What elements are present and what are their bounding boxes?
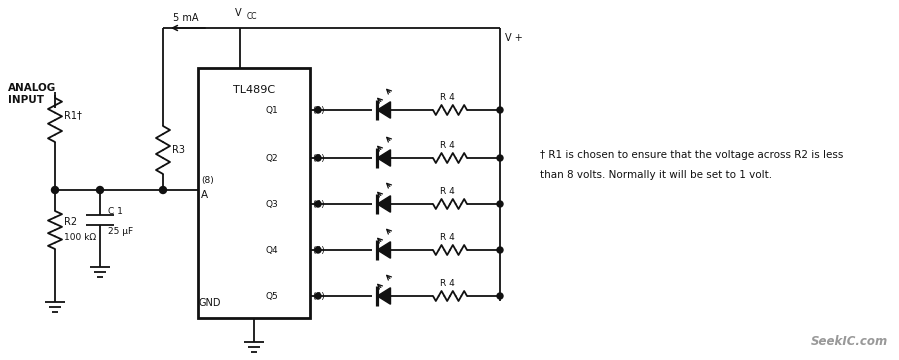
Text: † R1 is chosen to ensure that the voltage across R2 is less: † R1 is chosen to ensure that the voltag… [540,150,843,160]
Text: R1†: R1† [64,110,82,120]
Polygon shape [378,242,390,258]
Text: Q5: Q5 [265,292,278,301]
Text: (2): (2) [312,105,325,114]
Text: V: V [235,8,241,18]
Circle shape [497,201,503,207]
Text: INPUT: INPUT [8,95,44,105]
Text: R2: R2 [64,217,77,227]
Text: 100 kΩ: 100 kΩ [64,234,96,243]
Circle shape [159,186,166,194]
Text: SeekIC.com: SeekIC.com [811,335,888,348]
Text: R 4: R 4 [440,188,455,197]
Text: 25 μF: 25 μF [108,228,133,237]
Polygon shape [378,150,390,166]
Text: (8): (8) [201,175,214,184]
Text: R 4: R 4 [440,94,455,103]
Circle shape [51,186,58,194]
Text: (5): (5) [312,246,325,255]
Text: Q3: Q3 [265,199,278,208]
Text: ANALOG: ANALOG [8,83,57,93]
Text: Q1: Q1 [265,105,278,114]
Text: GND: GND [199,298,221,308]
Text: R 4: R 4 [440,234,455,243]
Text: (4): (4) [312,199,325,208]
Text: 5 mA: 5 mA [173,13,199,23]
Text: Q4: Q4 [265,246,278,255]
Polygon shape [378,102,390,118]
Text: TL489C: TL489C [233,85,275,95]
Text: (6): (6) [312,292,325,301]
Text: V +: V + [505,33,522,43]
Circle shape [315,201,321,207]
Circle shape [315,107,321,113]
Circle shape [96,186,103,194]
Circle shape [315,247,321,253]
Text: than 8 volts. Normally it will be set to 1 volt.: than 8 volts. Normally it will be set to… [540,170,772,180]
Text: R3: R3 [172,145,185,155]
Text: A: A [201,190,209,200]
Circle shape [497,107,503,113]
Text: R 4: R 4 [440,279,455,288]
Text: R 4: R 4 [440,141,455,150]
Circle shape [497,293,503,299]
Text: Q2: Q2 [265,153,278,162]
Text: CC: CC [247,12,257,21]
Circle shape [497,247,503,253]
Polygon shape [378,288,390,304]
Text: C 1: C 1 [108,207,123,216]
Polygon shape [378,196,390,212]
Circle shape [315,293,321,299]
Bar [198,68,310,318]
Circle shape [315,155,321,161]
Circle shape [497,155,503,161]
Text: (3): (3) [312,153,325,162]
